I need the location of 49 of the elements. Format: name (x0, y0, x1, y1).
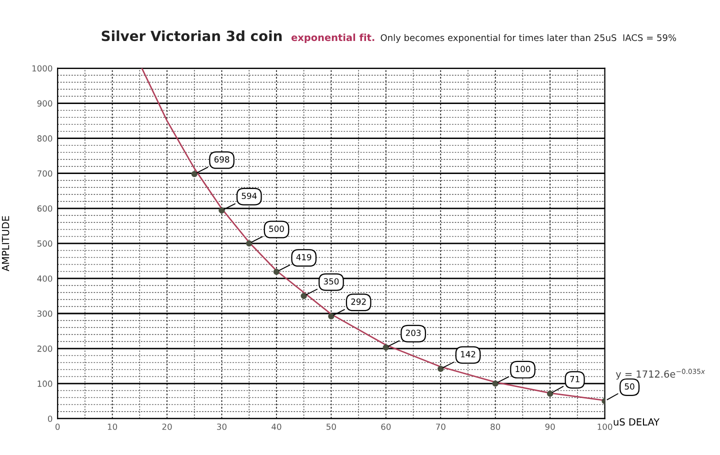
data-label: 350 (324, 278, 339, 285)
y-tick-label: 200 (37, 346, 52, 352)
y-tick-label: 600 (37, 205, 52, 212)
data-label: 142 (461, 351, 476, 358)
data-label: 419 (296, 254, 312, 260)
y-tick-label: 900 (37, 100, 52, 107)
x-tick-label: 10 (108, 424, 118, 430)
x-tick-label: 20 (162, 424, 172, 430)
point (438, 366, 444, 372)
y-tick-label: 500 (37, 240, 52, 247)
text: Only becomes exponential for times later than 25uS IACS = 59% (380, 34, 676, 43)
text: y = 1712.6e$^{−0.035x}$ (616, 368, 706, 380)
x-axis-title: uS DELAY (614, 418, 660, 426)
data-label: 71 (570, 376, 580, 382)
x-tick-label: 0 (56, 424, 60, 430)
chart-title: Silver Victorian 3d coin (102, 30, 282, 42)
y-tick-label: 300 (37, 310, 52, 317)
point (300, 292, 307, 300)
y-tick-label: 1000 (32, 65, 52, 72)
point (492, 380, 498, 387)
x-tick-label: 90 (545, 424, 555, 430)
data-label: 50 (624, 383, 634, 390)
point (191, 170, 198, 178)
y-tick-label: 700 (38, 170, 52, 177)
point (218, 207, 225, 214)
y-tick-label: 800 (37, 135, 52, 142)
y-tick-label: 0 (48, 416, 52, 422)
y-tick-label: 400 (37, 275, 52, 282)
y-axis-title: AMPLITUDE (2, 216, 10, 272)
data-label: 292 (351, 298, 366, 305)
point (328, 313, 334, 320)
x-tick-label: 70 (436, 424, 446, 430)
x-tick-label: 60 (381, 424, 391, 430)
data-label: 100 (516, 366, 530, 372)
data-label: 594 (242, 192, 257, 200)
point (273, 268, 280, 275)
point (546, 390, 554, 397)
data-label: 203 (406, 330, 421, 336)
point (382, 344, 390, 351)
x-tick-label: 50 (326, 424, 336, 430)
x-tick-label: 100 (598, 424, 612, 430)
x-tick-label: 80 (490, 424, 500, 430)
x-tick-label: 30 (217, 424, 227, 430)
chart-subtitle: exponential fit. (291, 34, 374, 43)
x-tick-label: 40 (272, 424, 282, 430)
point (246, 240, 252, 247)
data-label: 698 (214, 156, 230, 163)
y-tick-label: 100 (38, 380, 52, 387)
data-label: 500 (269, 226, 284, 232)
